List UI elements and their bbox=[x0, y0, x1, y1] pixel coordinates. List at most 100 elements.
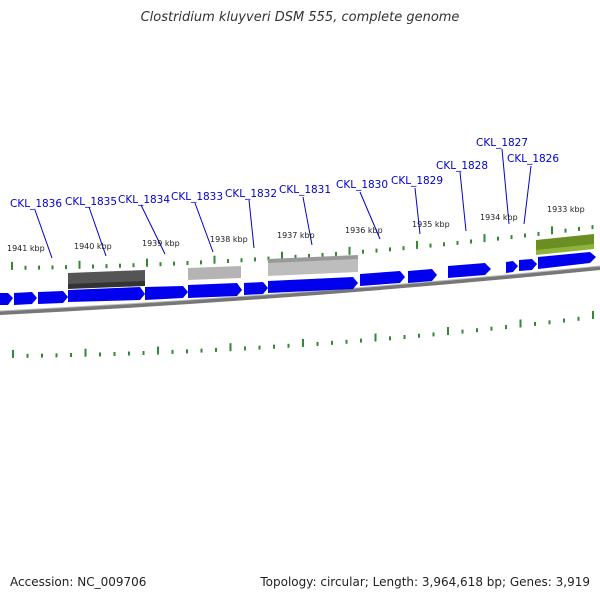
tick-mark bbox=[316, 341, 319, 346]
tick-mark bbox=[142, 351, 145, 355]
tick-mark bbox=[578, 226, 580, 231]
tick-mark bbox=[258, 345, 261, 350]
tick-mark bbox=[497, 236, 499, 241]
leader-line bbox=[302, 196, 313, 246]
gene-arrow[interactable] bbox=[38, 291, 68, 304]
tick-mark bbox=[563, 318, 565, 323]
outer-tick-row bbox=[12, 311, 594, 358]
tick-mark bbox=[12, 349, 14, 358]
gene-label[interactable]: CKL_1828 bbox=[436, 160, 488, 172]
feature-light-shade bbox=[268, 255, 358, 263]
tick-mark bbox=[429, 243, 432, 248]
tick-mark bbox=[128, 351, 130, 356]
gene-label[interactable]: CKL_1836 bbox=[10, 198, 62, 210]
tick-mark bbox=[227, 259, 229, 263]
gene-arrow[interactable] bbox=[14, 292, 37, 305]
gene-arrow[interactable] bbox=[0, 293, 13, 305]
gene-arrow[interactable] bbox=[360, 271, 405, 286]
gene-arrow[interactable] bbox=[408, 269, 437, 283]
tick-mark bbox=[564, 228, 567, 233]
tick-mark bbox=[432, 332, 435, 337]
tick-mark bbox=[302, 338, 304, 347]
tick-mark bbox=[26, 353, 29, 358]
tick-mark bbox=[229, 343, 232, 352]
kbp-label: 1940 kbp bbox=[74, 242, 112, 251]
tick-mark bbox=[240, 258, 243, 263]
gene-arrow[interactable] bbox=[519, 259, 537, 271]
tick-mark bbox=[537, 231, 540, 236]
tick-mark bbox=[375, 248, 378, 253]
tick-mark bbox=[447, 327, 449, 335]
inner-tick-row bbox=[11, 225, 594, 270]
tick-mark bbox=[281, 251, 283, 260]
leader-line bbox=[359, 191, 381, 240]
tick-mark bbox=[84, 348, 87, 357]
gene-label[interactable]: CKL_1831 bbox=[279, 184, 331, 196]
tick-mark bbox=[308, 253, 310, 258]
tick-mark bbox=[273, 344, 275, 349]
gene-label[interactable]: CKL_1835 bbox=[65, 196, 117, 208]
leader-line bbox=[248, 199, 255, 249]
kbp-label: 1937 kbp bbox=[277, 231, 315, 240]
tick-mark bbox=[362, 249, 364, 254]
tick-mark bbox=[11, 261, 13, 270]
tick-mark bbox=[548, 320, 551, 325]
gene-arrow[interactable] bbox=[244, 282, 268, 295]
tick-mark bbox=[591, 225, 594, 230]
tick-mark bbox=[403, 335, 406, 339]
gene-label[interactable]: CKL_1830 bbox=[336, 179, 388, 191]
gene-label[interactable]: CKL_1829 bbox=[391, 175, 443, 187]
tick-mark bbox=[402, 246, 405, 251]
tick-mark bbox=[213, 255, 216, 264]
gene-label[interactable]: CKL_1827 bbox=[476, 137, 528, 149]
gene-arrow[interactable] bbox=[268, 277, 358, 293]
tick-mark bbox=[577, 316, 580, 321]
leader-line bbox=[88, 206, 107, 257]
gene-label[interactable]: CKL_1834 bbox=[118, 194, 170, 206]
tick-mark bbox=[389, 247, 391, 252]
tick-mark bbox=[335, 251, 337, 256]
gene-arrow[interactable] bbox=[506, 261, 518, 273]
tick-mark bbox=[65, 265, 67, 270]
gene-arrow[interactable] bbox=[188, 283, 242, 298]
tick-mark bbox=[267, 256, 270, 261]
tick-mark bbox=[418, 333, 420, 338]
tick-mark bbox=[78, 260, 81, 269]
tick-mark bbox=[505, 325, 507, 330]
tick-mark bbox=[294, 254, 297, 259]
gene-labels: CKL_1836 CKL_1835 CKL_1834 CKL_1833 CKL_… bbox=[10, 137, 559, 210]
gene-arrow[interactable] bbox=[538, 252, 596, 269]
kbp-label: 1938 kbp bbox=[210, 235, 248, 244]
tick-mark bbox=[287, 343, 290, 348]
tick-mark bbox=[519, 319, 522, 328]
gene-arrow[interactable] bbox=[448, 263, 491, 278]
tick-mark bbox=[186, 261, 189, 265]
tick-mark bbox=[173, 261, 175, 266]
tick-mark bbox=[51, 265, 54, 270]
tick-mark bbox=[70, 353, 72, 357]
leader-lines bbox=[34, 148, 532, 259]
tick-mark bbox=[534, 321, 536, 326]
leader-line bbox=[140, 204, 166, 255]
gene-label[interactable]: CKL_1833 bbox=[171, 191, 223, 203]
tick-mark bbox=[200, 348, 203, 353]
gene-arrow[interactable] bbox=[145, 286, 188, 300]
kbp-label: 1941 kbp bbox=[7, 244, 45, 253]
leader-line bbox=[523, 165, 532, 225]
tick-mark bbox=[321, 252, 324, 257]
tick-mark bbox=[331, 340, 333, 345]
gene-label[interactable]: CKL_1826 bbox=[507, 153, 559, 165]
tick-mark bbox=[200, 260, 202, 265]
tick-mark bbox=[113, 352, 116, 356]
tick-mark bbox=[461, 329, 464, 334]
gene-arrow[interactable] bbox=[68, 287, 145, 302]
tick-mark bbox=[92, 264, 94, 269]
gene-label[interactable]: CKL_1832 bbox=[225, 188, 277, 200]
tick-mark bbox=[254, 257, 256, 262]
tick-mark bbox=[41, 353, 43, 358]
genome-summary-text: Topology: circular; Length: 3,964,618 bp… bbox=[260, 575, 590, 589]
tick-mark bbox=[456, 240, 459, 245]
kbp-label: 1935 kbp bbox=[412, 220, 450, 229]
tick-mark bbox=[490, 326, 493, 331]
